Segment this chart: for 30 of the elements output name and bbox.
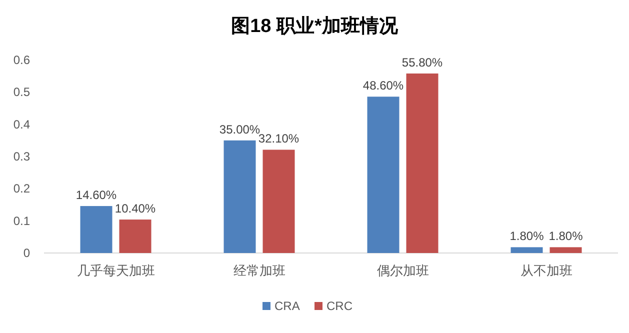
y-tick-label: 0.5 (13, 85, 30, 100)
x-tick-label: 几乎每天加班 (76, 263, 155, 278)
legend-label: CRC (326, 299, 353, 313)
bar (510, 247, 543, 253)
x-tick-label: 偶尔加班 (376, 263, 429, 278)
bar (367, 96, 400, 253)
bar (262, 150, 295, 253)
data-label: 32.10% (258, 132, 300, 146)
y-tick-label: 0.4 (13, 117, 30, 132)
bar (224, 140, 256, 253)
x-tick-label: 经常加班 (233, 263, 286, 278)
data-label: 10.40% (114, 202, 156, 216)
data-label: 35.00% (219, 122, 260, 136)
bar (119, 220, 152, 253)
data-label: 55.80% (402, 56, 443, 70)
legend-label: CRA (274, 299, 300, 313)
chart-title: 图18 职业*加班情况 (231, 15, 399, 37)
bar (406, 74, 438, 253)
data-label: 1.80% (510, 229, 544, 244)
y-tick-label: 0.6 (13, 53, 30, 67)
bar (80, 206, 112, 253)
data-label: 48.60% (362, 78, 404, 93)
bar (550, 247, 582, 253)
data-label: 14.60% (76, 188, 117, 202)
y-tick-label: 0.1 (13, 214, 30, 228)
data-label: 1.80% (548, 229, 584, 244)
y-tick-label: 0 (23, 246, 30, 260)
y-tick-label: 0.2 (13, 182, 30, 196)
x-tick-label: 从不加班 (520, 263, 572, 278)
y-tick-label: 0.3 (13, 150, 30, 164)
